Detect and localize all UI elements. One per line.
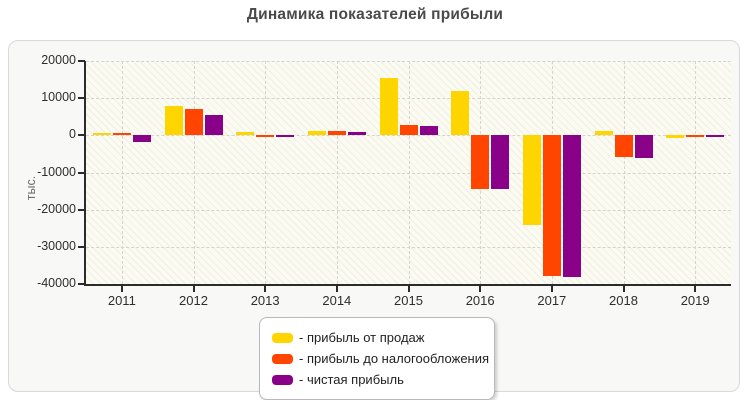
bar-прибыль от продаж-2018 (594, 130, 613, 136)
gridline-v-2013 (265, 61, 267, 284)
y-tick--40000 (78, 283, 85, 285)
gridline-v-2019 (695, 61, 697, 284)
bar-чистая прибыль-2012 (204, 114, 223, 136)
bar-чистая прибыль-2016 (491, 135, 510, 190)
y-tick-label-10000: 10000 (41, 90, 76, 105)
bar-прибыль от продаж-2014 (307, 130, 326, 136)
bar-прибыль от продаж-2016 (451, 91, 470, 136)
y-tick--20000 (78, 208, 85, 211)
x-tick-label-2014: 2014 (322, 293, 352, 308)
x-tick-2016 (479, 286, 482, 292)
legend-item-чистая прибыль: - чистая прибыль (272, 369, 482, 390)
x-tick-2018 (622, 286, 625, 292)
legend-box: - прибыль от продаж - прибыль до налогооб… (259, 317, 495, 400)
bar-прибыль до налогообложения-2019 (686, 135, 705, 138)
bar-чистая прибыль-2011 (132, 135, 151, 142)
x-tick-label-2012: 2012 (179, 293, 208, 308)
gridline-v-2018 (623, 61, 625, 284)
bar-прибыль до налогообложения-2017 (542, 135, 561, 276)
gridline-v-2012 (193, 61, 195, 284)
legend-label-чистая прибыль: - чистая прибыль (299, 372, 404, 387)
bar-прибыль до налогообложения-2014 (327, 130, 346, 136)
x-tick-label-2015: 2015 (394, 293, 423, 308)
bar-прибыль до налогообложения-2015 (399, 124, 418, 136)
y-tick-10000 (78, 97, 85, 100)
bar-прибыль от продаж-2013 (236, 131, 255, 136)
bar-чистая прибыль-2018 (634, 135, 653, 158)
x-tick-label-2016: 2016 (465, 293, 495, 308)
y-tick-label--40000: -40000 (37, 276, 76, 290)
y-tick-label-0: 0 (69, 127, 76, 142)
bar-чистая прибыль-2015 (419, 126, 438, 136)
gridline-v-2011 (121, 61, 123, 284)
y-tick-label-20000: 20000 (41, 53, 76, 67)
x-tick-label-2017: 2017 (537, 293, 567, 308)
y-tick--30000 (78, 245, 85, 248)
legend-swatch-прибыль до налогообложения (272, 353, 293, 364)
legend-item-прибыль до налогообложения: - прибыль до налогообложения (272, 348, 489, 369)
y-tick-20000 (78, 60, 85, 62)
bar-прибыль от продаж-2011 (92, 133, 111, 136)
bar-прибыль до налогообложения-2016 (471, 135, 490, 190)
legend-swatch-чистая прибыль (272, 374, 293, 385)
x-tick-2011 (120, 286, 123, 292)
bar-прибыль от продаж-2019 (666, 135, 685, 139)
bar-прибыль до налогообложения-2012 (184, 109, 203, 136)
x-tick-2015 (407, 286, 410, 292)
bar-прибыль до налогообложения-2018 (614, 135, 633, 157)
bar-прибыль до налогообложения-2011 (112, 133, 131, 136)
bar-чистая прибыль-2017 (562, 135, 581, 277)
gridline-v-2014 (336, 61, 338, 284)
x-tick-label-2013: 2013 (250, 293, 280, 308)
chart-title: Динамика показателей прибыли (246, 6, 504, 23)
x-tick-label-2018: 2018 (609, 293, 638, 308)
x-tick-2012 (192, 286, 195, 292)
gridline-v-2015 (408, 61, 410, 284)
bar-прибыль от продаж-2015 (379, 77, 398, 136)
y-tick-label--20000: -20000 (37, 201, 76, 216)
legend-label-прибыль от продаж: - прибыль от продаж (299, 330, 425, 345)
x-tick-label-2019: 2019 (680, 293, 710, 308)
x-tick-2019 (694, 286, 697, 292)
bar-прибыль от продаж-2017 (522, 135, 541, 225)
bar-чистая прибыль-2013 (276, 135, 295, 138)
x-tick-2017 (550, 286, 553, 292)
bar-чистая прибыль-2014 (347, 131, 366, 136)
y-tick-label--10000: -10000 (37, 164, 76, 179)
x-axis-line (84, 284, 731, 286)
x-tick-2014 (335, 286, 338, 292)
legend-swatch-прибыль от продаж (272, 332, 293, 343)
y-tick-label--30000: -30000 (37, 238, 76, 253)
bar-чистая прибыль-2019 (706, 135, 725, 138)
legend-item-прибыль от продаж: - прибыль от продаж (272, 327, 482, 348)
bar-прибыль до налогообложения-2013 (256, 135, 275, 138)
chart-panel: тыс. - прибыль от продаж - прибыль до нал… (8, 40, 740, 400)
y-tick--10000 (78, 171, 85, 174)
x-tick-2013 (264, 286, 267, 292)
y-tick-0 (78, 134, 85, 137)
bar-прибыль от продаж-2012 (164, 105, 183, 136)
y-axis-line (84, 61, 86, 286)
x-tick-label-2011: 2011 (107, 293, 136, 308)
legend-label-прибыль до налогообложения: - прибыль до налогообложения (299, 351, 490, 366)
